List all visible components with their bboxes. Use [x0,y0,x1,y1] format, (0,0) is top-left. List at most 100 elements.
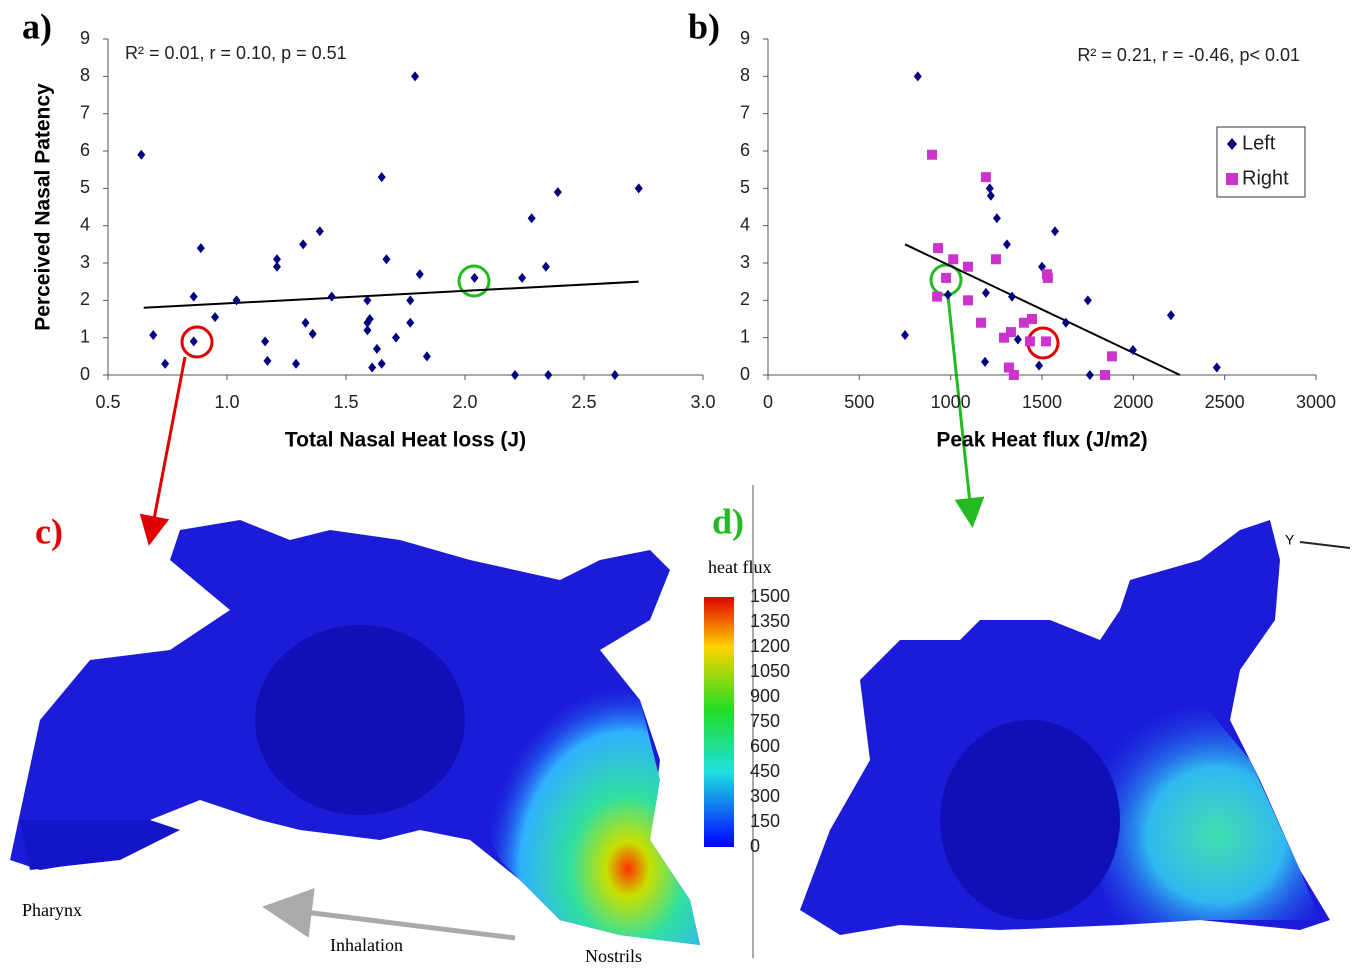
x-axis-label: Peak Heat flux (J/m2) [936,429,1147,452]
annotation: R² = 0.01, r = 0.10, p = 0.51 [125,43,347,63]
legend-label: Left [1242,132,1276,154]
point [1212,362,1221,373]
colorbar-tick-label: 150 [750,811,780,831]
y-tick-label: 2 [740,289,750,309]
panel-label: c) [35,511,63,551]
link-arrow [946,295,985,528]
x-tick-label: 3000 [1296,392,1336,412]
point [990,254,1001,265]
point [301,317,310,328]
x-tick-label: 1500 [1022,392,1062,412]
colorbar-tick-label: 1500 [750,586,790,606]
colorbar [704,597,734,847]
point [137,149,146,160]
point [1106,351,1117,362]
point [1035,360,1044,371]
colorbar-tick-label: 1350 [750,611,790,631]
region-label: Pharynx [22,900,82,920]
point [541,261,550,272]
point [411,71,420,82]
y-tick-label: 6 [740,140,750,160]
point [1008,291,1017,302]
point [470,272,479,283]
point [927,149,938,160]
point [1005,327,1016,338]
point [149,330,158,341]
legend-label: Right [1242,167,1289,189]
point [1002,239,1011,250]
point [365,314,374,324]
inhalation-arrow [262,888,516,941]
colorbar-tick-label: 1050 [750,661,790,681]
y-tick-label: 0 [740,364,750,384]
y-tick-label: 5 [740,177,750,197]
legend-marker [1226,173,1238,185]
x-tick-label: 1.5 [333,392,358,412]
point [299,239,308,250]
y-tick-label: 4 [80,214,90,234]
point [382,254,391,265]
y-axis-label: Perceived Nasal Patency [32,83,55,331]
y-tick-label: 4 [740,214,750,234]
point [196,243,205,254]
point [272,261,281,272]
point [913,71,922,82]
x-tick-label: 0 [763,392,773,412]
y-tick-label: 0 [80,364,90,384]
point [610,370,619,380]
colorbar-title: heat flux [708,557,771,577]
region-label: Nostrils [585,946,642,966]
x-tick-label: 3.0 [690,392,715,412]
x-tick-label: 0.5 [95,392,120,412]
y-tick-label: 8 [80,65,90,85]
point [943,289,952,300]
point [992,213,1001,224]
point [527,213,536,224]
point [941,272,952,283]
point [422,351,431,362]
point [308,328,317,339]
panel-label: a) [22,6,52,46]
point [1050,226,1059,237]
x-tick-label: 2500 [1205,392,1245,412]
y-tick-label: 9 [740,28,750,48]
point [948,254,959,265]
y-tick-label: 7 [740,102,750,122]
point [372,343,381,354]
point [553,187,562,198]
y-tick-label: 9 [80,28,90,48]
point [975,317,986,328]
legend-marker [1227,138,1237,150]
point [986,190,995,201]
x-axis-label: Total Nasal Heat loss (J) [285,429,526,452]
colorbar-tick-label: 300 [750,786,780,806]
panel-label: d) [712,501,744,541]
annotation: R² = 0.21, r = -0.46, p< 0.01 [1077,45,1300,65]
point [189,291,198,302]
y-tick-label: 3 [740,252,750,272]
point [391,332,400,343]
highlight-circle [180,325,214,359]
colorbar-tick-label: 450 [750,761,780,781]
point [263,355,272,366]
point [933,243,944,254]
trend-line [143,280,639,309]
axis-triad-label: Y [1285,532,1295,548]
point [1024,336,1035,347]
link-arrow [139,356,187,546]
x-tick-label: 1.0 [214,392,239,412]
point [1018,317,1029,328]
y-tick-label: 2 [80,289,90,309]
point [1042,272,1053,283]
x-tick-label: 1000 [931,392,971,412]
colorbar-tick-label: 750 [750,711,780,731]
point [272,254,281,265]
colorbar-tick-label: 600 [750,736,780,756]
point [1003,362,1014,373]
point [963,261,974,272]
point [1061,317,1070,328]
colorbar-tick-label: 1200 [750,636,790,656]
x-tick-label: 2.0 [452,392,477,412]
